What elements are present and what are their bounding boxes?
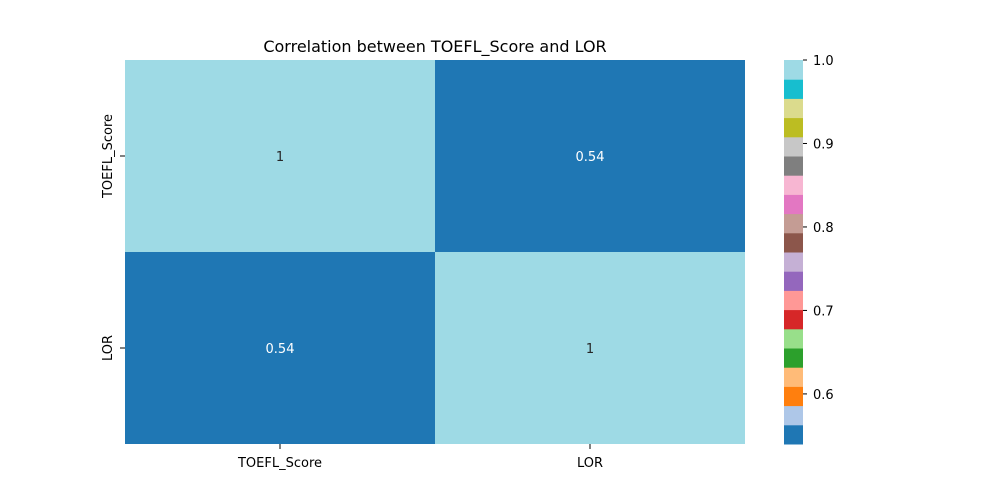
x-tick-label-1: LOR (577, 456, 603, 471)
colorbar-segment-10 (784, 232, 803, 253)
colorbar-tick-label-4: 1.0 (813, 54, 834, 69)
heatmap-cells: 1 0.54 0.54 1 (125, 60, 745, 444)
colorbar-segment-19 (784, 60, 803, 80)
colorbar-tick-label-3: 0.9 (813, 137, 834, 152)
colorbar-tick-label-2: 0.8 (813, 221, 834, 236)
colorbar-segment-3 (784, 367, 803, 387)
colorbar-segment-2 (784, 386, 803, 407)
colorbar-segment-11 (784, 213, 803, 234)
colorbar-segment-18 (784, 79, 803, 99)
colorbar-segment-6 (784, 309, 803, 330)
cell-annotation-0-1: 0.54 (576, 150, 605, 165)
colorbar-segment-17 (784, 98, 803, 119)
colorbar-segment-12 (784, 194, 803, 215)
colorbar-segment-13 (784, 175, 803, 195)
colorbar-segment-8 (784, 271, 803, 291)
heatmap-cell-1-1 (435, 252, 745, 444)
colorbar-segment-16 (784, 117, 803, 138)
colorbar-segment-7 (784, 290, 803, 311)
colorbar-segment-14 (784, 156, 803, 176)
colorbar-segment-4 (784, 348, 803, 368)
colorbar-segment-9 (784, 252, 803, 272)
heatmap-cell-0-0 (125, 60, 435, 252)
colorbar-segment-0 (784, 424, 803, 445)
cell-annotation-1-1: 1 (586, 342, 594, 357)
colorbar-segment-5 (784, 328, 803, 349)
colorbar-tick-label-0: 0.6 (813, 388, 834, 403)
y-tick-label-1: LOR (101, 335, 116, 361)
cell-annotation-0-0: 1 (276, 150, 284, 165)
colorbar-segment-15 (784, 136, 803, 157)
x-tick-label-0: TOEFL_Score (237, 456, 322, 471)
y-axis: TOEFL_Score LOR (101, 114, 125, 361)
heatmap-cell-0-1 (435, 60, 745, 252)
y-tick-label-0: TOEFL_Score (101, 114, 116, 199)
colorbar-segment-1 (784, 405, 803, 426)
chart-title: Correlation between TOEFL_Score and LOR (263, 37, 606, 57)
colorbar: 0.6 0.7 0.8 0.9 1.0 (784, 54, 834, 445)
cell-annotation-1-0: 0.54 (266, 342, 295, 357)
colorbar-tick-label-1: 0.7 (813, 304, 834, 319)
x-axis: TOEFL_Score LOR (237, 444, 603, 471)
heatmap-cell-1-0 (125, 252, 435, 444)
